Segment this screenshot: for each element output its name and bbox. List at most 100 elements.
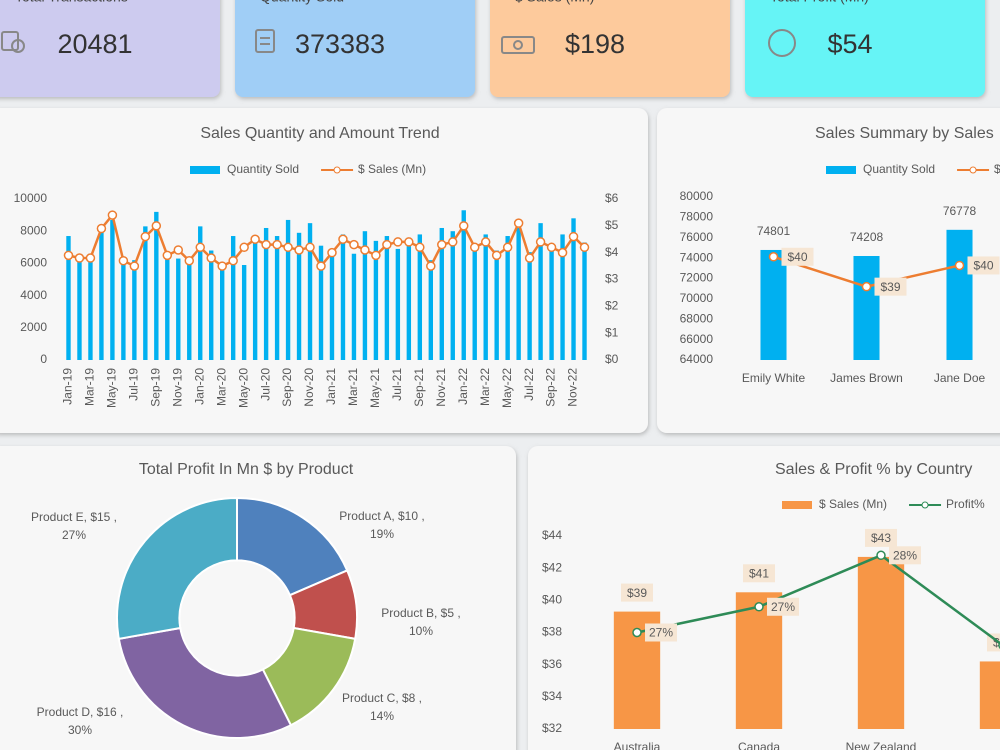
line-marker — [283, 242, 293, 253]
line-marker — [195, 242, 205, 253]
label-box — [645, 623, 677, 642]
label-box — [967, 256, 1000, 275]
x-tick-label: Emily White — [742, 371, 806, 385]
y-tick-label: 80000 — [680, 189, 714, 203]
y-tick-label: $42 — [542, 560, 562, 574]
y-tick-label: 68000 — [680, 311, 714, 325]
pie-slice — [116, 496, 238, 640]
line-marker — [502, 242, 513, 253]
line-marker — [305, 242, 315, 253]
panel — [0, 446, 516, 750]
card-title: Total Transactions — [15, 0, 128, 5]
data-label: 28% — [893, 548, 917, 562]
line-marker — [327, 247, 337, 258]
line-marker — [184, 255, 195, 266]
pie-slice — [117, 626, 293, 739]
line-marker — [876, 550, 886, 561]
chart-title: Sales Quantity and Amount Trend — [200, 125, 439, 142]
data-label: Product C, $8 , — [342, 691, 422, 705]
bar — [571, 218, 576, 360]
line-marker — [261, 239, 271, 250]
bar — [516, 227, 521, 360]
x-tick-label: Jul-20 — [258, 368, 272, 401]
data-label: $43 — [871, 531, 891, 545]
y-tick-label: $36 — [542, 657, 562, 671]
card-value: 373383 — [295, 29, 385, 59]
bar — [340, 234, 346, 360]
bar — [857, 556, 905, 729]
legend-marker — [969, 166, 977, 174]
bar — [209, 250, 214, 360]
data-label: Product A, $10 , — [339, 509, 424, 523]
bar — [483, 234, 488, 360]
y-tick-label: $38 — [542, 625, 562, 639]
bar — [274, 236, 280, 360]
legend-swatch — [190, 166, 220, 174]
bar — [220, 263, 225, 360]
line-marker — [480, 237, 491, 247]
x-tick-label: May-21 — [368, 368, 382, 408]
line-marker — [250, 234, 260, 244]
bar — [307, 223, 313, 360]
y-tick-label: 70000 — [680, 291, 714, 305]
line-marker — [272, 239, 282, 250]
legend-label: Quantity Sold — [227, 162, 299, 176]
bar — [198, 226, 203, 360]
bar — [450, 231, 455, 360]
x-tick-label: May-20 — [236, 368, 250, 408]
y-tick-label: 4000 — [20, 288, 47, 302]
line-marker — [535, 237, 546, 247]
line-marker — [393, 237, 403, 247]
x-tick-label: Jul-19 — [127, 368, 141, 401]
x-tick-label: Mar-22 — [478, 368, 492, 406]
x-tick-label: Nov-21 — [434, 368, 448, 407]
label-box — [621, 583, 653, 602]
bar — [143, 226, 148, 360]
y-tick-label: $40 — [542, 593, 562, 607]
legend-label: $ Sales (Mn) — [994, 162, 1000, 176]
bar — [329, 250, 335, 360]
data-label: 10% — [409, 624, 433, 638]
y-tick-label: 64000 — [680, 352, 714, 366]
y-tick-label: 8000 — [20, 223, 47, 237]
card-title: Total Profit (Mn) — [770, 0, 869, 5]
bar — [439, 227, 444, 360]
data-label: 14% — [370, 709, 394, 723]
bar — [406, 237, 412, 360]
y2-tick-label: $0 — [605, 352, 619, 366]
line-marker — [96, 223, 107, 234]
line-marker — [63, 250, 74, 261]
line-marker — [74, 253, 85, 263]
line-marker — [294, 245, 304, 255]
legend-label: $ Sales (Mn) — [358, 162, 426, 176]
bar — [77, 260, 82, 360]
line-marker — [338, 234, 348, 244]
y2-tick-label: $6 — [605, 191, 619, 205]
line — [636, 553, 1000, 645]
line-marker — [85, 253, 96, 263]
bar — [263, 227, 269, 360]
line-marker — [568, 231, 579, 242]
card — [0, 0, 220, 97]
line-marker — [151, 221, 162, 231]
line-marker — [632, 627, 642, 638]
label-box — [874, 277, 907, 296]
label-box — [781, 247, 814, 266]
y2-tick-label: $1 — [605, 325, 619, 339]
bar — [428, 260, 433, 360]
y-tick-label: 76000 — [680, 230, 714, 244]
bar — [384, 236, 390, 360]
line-marker — [458, 221, 469, 231]
y-tick-label: $34 — [542, 689, 562, 703]
chart-title: Total Profit In Mn $ by Product — [139, 461, 354, 478]
x-tick-label: Mar-20 — [214, 368, 228, 406]
data-label: $36 — [993, 636, 1000, 650]
x-tick-label: Jane Doe — [934, 371, 986, 385]
x-tick-label: Sep-21 — [412, 368, 426, 407]
line-marker — [754, 602, 764, 612]
line-marker — [118, 255, 129, 266]
line-marker — [107, 210, 118, 220]
bar — [230, 236, 236, 360]
panel — [657, 108, 1000, 433]
